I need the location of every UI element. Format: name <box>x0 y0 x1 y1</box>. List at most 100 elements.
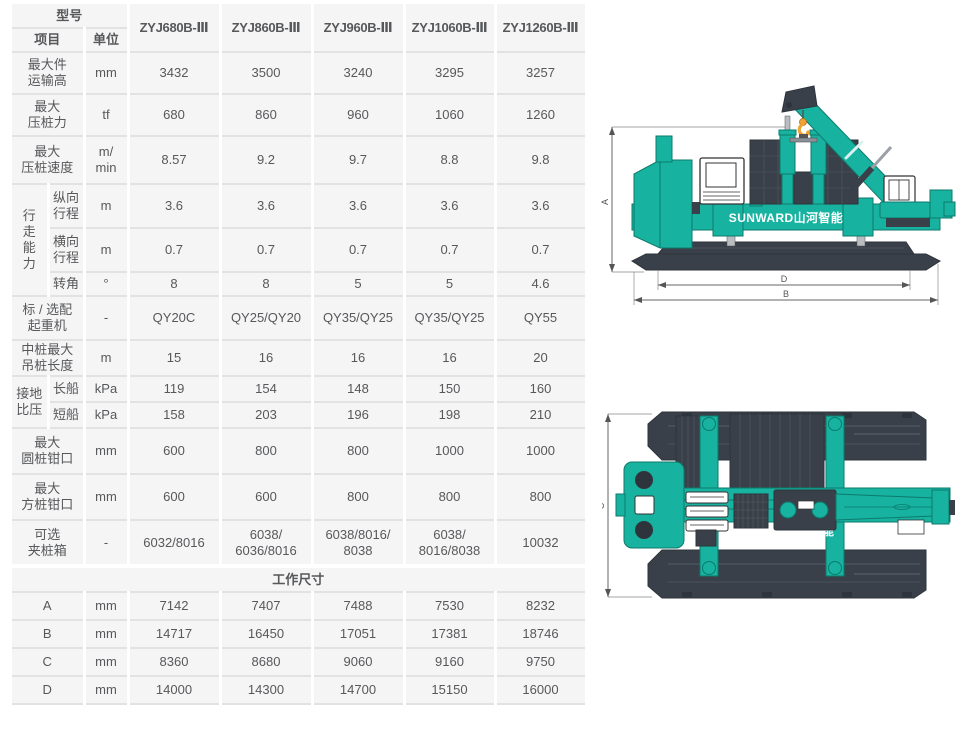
value-cell: 8232 <box>495 592 588 621</box>
spec-row-long-ship: 接地 比压 长船 kPa 119 154 148 150 160 <box>12 376 588 429</box>
value-cell: 14000 <box>128 676 222 705</box>
value-cell: 160 <box>495 376 588 403</box>
unit-cell: mm <box>84 620 130 649</box>
value-cell: 17381 <box>404 620 497 649</box>
unit-cell: m <box>84 184 130 229</box>
row-label: 最大 方桩钳口 <box>12 474 86 521</box>
value-cell: 198 <box>404 402 497 429</box>
spec-row-clamp-box: 可选 夹桩箱 - 6032/8016 6038/ 6036/8016 6038/… <box>12 520 588 567</box>
value-cell: 3.6 <box>312 184 406 229</box>
value-cell: QY55 <box>495 296 588 341</box>
value-cell: 3.6 <box>220 184 314 229</box>
value-cell: 15150 <box>404 676 497 705</box>
value-cell: 9060 <box>312 648 406 677</box>
crane-turret <box>879 189 956 227</box>
value-cell: 16 <box>312 340 406 377</box>
value-cell: 3240 <box>312 52 406 95</box>
row-label: 标 / 选配 起重机 <box>12 296 86 341</box>
value-cell: 7407 <box>220 592 314 621</box>
row-sublabel: 纵向 行程 <box>48 184 86 229</box>
value-cell: 148 <box>312 376 406 403</box>
value-cell: 6038/ 8016/8038 <box>404 520 497 567</box>
value-cell: QY20C <box>128 296 222 341</box>
spec-row-short-ship: 短船 kPa 158 203 196 198 210 <box>12 402 588 429</box>
right-boom-plan <box>835 489 955 535</box>
value-cell: 10032 <box>495 520 588 567</box>
unit-cell: m/ min <box>84 136 130 185</box>
arrow-up-icon <box>609 127 615 135</box>
unit-cell: m <box>84 228 130 273</box>
value-cell: 9750 <box>495 648 588 677</box>
dim-row-A: A mm 7142 7407 7488 7530 8232 <box>12 592 588 621</box>
value-cell: 8 <box>128 272 222 297</box>
value-cell: 16 <box>220 340 314 377</box>
unit-cell: - <box>84 296 130 341</box>
spec-row-turn-angle: 转角 ° 8 8 5 5 4.6 <box>12 272 588 297</box>
work-size-band-row: 工作尺寸 <box>12 564 588 593</box>
value-cell: 3.6 <box>128 184 222 229</box>
arrow-down-icon <box>609 264 615 272</box>
dim-row-B: B mm 14717 16450 17051 17381 18746 <box>12 620 588 649</box>
value-cell: 0.7 <box>128 228 222 273</box>
value-cell: 8.57 <box>128 136 222 185</box>
value-cell: 800 <box>220 428 314 475</box>
value-cell: 1060 <box>404 94 497 137</box>
value-cell: 158 <box>128 402 222 429</box>
row-label: 最大 圆桩钳口 <box>12 428 86 475</box>
value-cell: 3295 <box>404 52 497 95</box>
item-header-label: 项目 <box>12 28 86 53</box>
value-cell: 6038/ 6036/8016 <box>220 520 314 567</box>
column-header-model-3: ZYJ960B-Ⅲ <box>312 4 406 53</box>
value-cell: 4.6 <box>495 272 588 297</box>
unit-cell: mm <box>84 592 130 621</box>
spec-table: 型号 ZYJ680B-Ⅲ ZYJ860B-Ⅲ ZYJ960B-Ⅲ ZYJ1060… <box>12 4 588 705</box>
drawings-panel: A <box>596 0 960 744</box>
value-cell: 3.6 <box>404 184 497 229</box>
value-cell: 18746 <box>495 620 588 649</box>
row-label: D <box>12 676 86 705</box>
value-cell: 7530 <box>404 592 497 621</box>
crane-hook <box>789 110 818 143</box>
value-cell: 800 <box>312 474 406 521</box>
work-size-band: 工作尺寸 <box>12 564 588 593</box>
row-label: B <box>12 620 86 649</box>
dim-d-label: D <box>781 274 788 284</box>
value-cell: 17051 <box>312 620 406 649</box>
value-cell: 800 <box>312 428 406 475</box>
value-cell: 16450 <box>220 620 314 649</box>
unit-cell: mm <box>84 52 130 95</box>
unit-header-label: 单位 <box>84 28 130 53</box>
side-view-drawing: A <box>600 52 956 317</box>
value-cell: 14300 <box>220 676 314 705</box>
row-label: 可选 夹桩箱 <box>12 520 86 567</box>
column-header-model-5: ZYJ1260B-Ⅲ <box>495 4 588 53</box>
value-cell: 16 <box>404 340 497 377</box>
operator-cab <box>699 157 745 205</box>
value-cell: 203 <box>220 402 314 429</box>
header-row-models: 型号 ZYJ680B-Ⅲ ZYJ860B-Ⅲ ZYJ960B-Ⅲ ZYJ1060… <box>12 4 588 53</box>
row-label: 最大 压桩速度 <box>12 136 86 185</box>
value-cell: 119 <box>128 376 222 403</box>
value-cell: 8.8 <box>404 136 497 185</box>
model-header-label: 型号 <box>12 4 130 29</box>
dim-d: D <box>657 270 911 290</box>
value-cell: QY25/QY20 <box>220 296 314 341</box>
value-cell: 0.7 <box>495 228 588 273</box>
value-cell: 6032/8016 <box>128 520 222 567</box>
dim-extension-lines <box>612 126 790 273</box>
value-cell: QY35/QY25 <box>404 296 497 341</box>
value-cell: 9.7 <box>312 136 406 185</box>
spec-row-round-pile-jaw: 最大 圆桩钳口 mm 600 800 800 1000 1000 <box>12 428 588 475</box>
value-cell: 1000 <box>404 428 497 475</box>
row-label: 最大件 运输高 <box>12 52 86 95</box>
column-header-model-1: ZYJ680B-Ⅲ <box>128 4 222 53</box>
left-press-assembly <box>615 461 685 549</box>
row-sublabel: 横向 行程 <box>48 228 86 273</box>
dim-a-label: A <box>600 199 610 205</box>
unit-cell: mm <box>84 428 130 475</box>
dim-row-C: C mm 8360 8680 9060 9160 9750 <box>12 648 588 677</box>
spec-row-crane: 标 / 选配 起重机 - QY20C QY25/QY20 QY35/QY25 Q… <box>12 296 588 341</box>
unit-cell: kPa <box>84 402 130 429</box>
value-cell: 0.7 <box>220 228 314 273</box>
counterweight-blocks-plan <box>675 413 825 491</box>
